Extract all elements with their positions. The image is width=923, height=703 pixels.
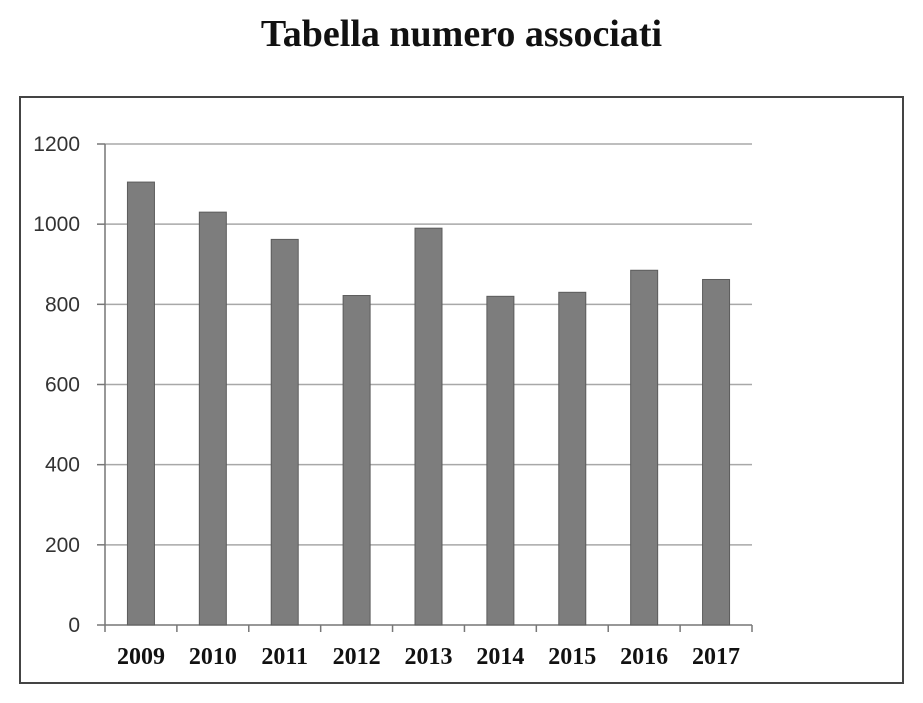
x-tick-label: 2012 [333, 644, 381, 670]
y-tick-label: 600 [45, 374, 80, 397]
y-tick-label: 400 [45, 454, 80, 477]
x-tick-label: 2010 [189, 644, 237, 670]
x-tick-label: 2011 [261, 644, 308, 670]
y-tick-label: 0 [68, 614, 80, 637]
bar-2012 [342, 295, 371, 626]
x-tick-label: 2013 [405, 644, 453, 670]
y-tick-label: 800 [45, 293, 80, 316]
bar-2016 [630, 269, 659, 626]
x-tick-label: 2014 [476, 644, 524, 670]
bar-2015 [558, 291, 587, 626]
y-tick-labels: 0 200 400 600 800 1000 1200 [33, 133, 80, 637]
chart-frame [19, 96, 904, 684]
bars [126, 181, 731, 626]
x-tick-label: 2017 [692, 644, 740, 670]
y-tick-label: 200 [45, 534, 80, 557]
x-tick-label: 2016 [620, 644, 668, 670]
chart-title: Tabella numero associati [260, 13, 663, 55]
x-tick-label: 2015 [548, 644, 596, 670]
bar-2014 [486, 295, 515, 626]
x-tick-labels: 2009 2010 2011 2012 2013 2014 2015 2016 2017 [117, 644, 740, 670]
bar-2017 [702, 278, 731, 626]
bar-2010 [198, 211, 227, 626]
bar-2009 [126, 181, 155, 626]
y-tick-label: 1000 [33, 213, 80, 236]
y-tick-label: 1200 [33, 133, 80, 156]
x-tick-label: 2009 [117, 644, 165, 670]
bar-2011 [270, 238, 299, 626]
bar-2013 [414, 227, 443, 626]
